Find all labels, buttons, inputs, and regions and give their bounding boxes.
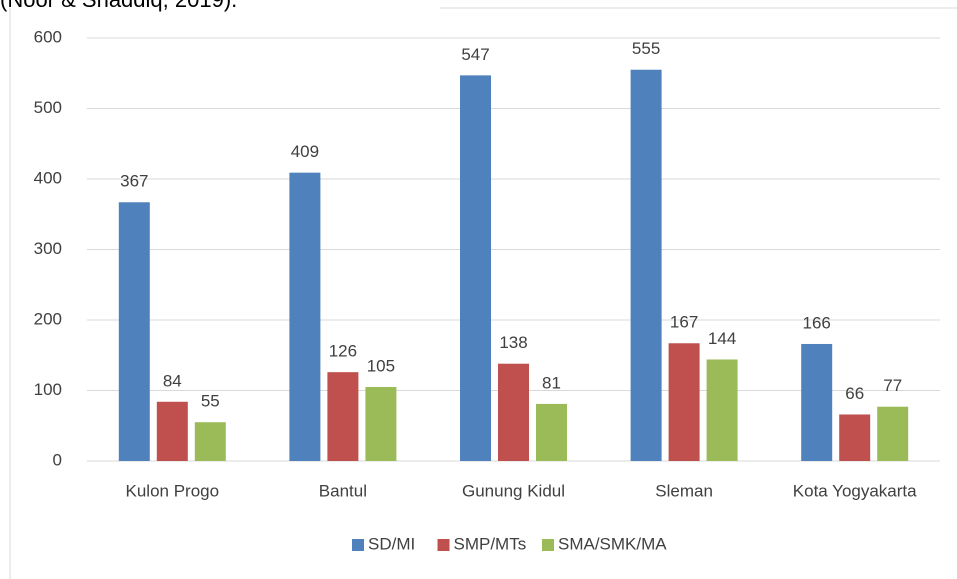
data-label: 167 <box>670 313 698 332</box>
data-label: 409 <box>291 142 319 161</box>
bar <box>630 69 662 461</box>
data-label: 555 <box>632 39 660 58</box>
bar <box>365 386 397 461</box>
bar <box>706 359 738 461</box>
data-label: 81 <box>542 373 561 392</box>
y-tick-label: 200 <box>34 309 62 328</box>
y-tick-label: 400 <box>34 168 62 187</box>
legend-label: SMA/SMK/MA <box>558 534 667 553</box>
data-label: 66 <box>845 384 864 403</box>
data-label: 84 <box>163 371 182 390</box>
legend-swatch <box>542 539 554 551</box>
bar <box>327 372 359 461</box>
bar <box>536 403 567 461</box>
y-tick-label: 500 <box>34 98 62 117</box>
legend-label: SD/MI <box>368 534 415 553</box>
legend-label: SMP/MTs <box>454 534 527 553</box>
x-tick-label: Sleman <box>655 481 713 500</box>
data-label: 105 <box>367 356 395 375</box>
bar <box>839 414 871 461</box>
bar <box>460 75 491 462</box>
x-tick-label: Gunung Kidul <box>462 481 565 500</box>
y-tick-label: 0 <box>53 450 62 469</box>
y-tick-label: 300 <box>34 239 62 258</box>
data-label: 126 <box>329 342 357 361</box>
legend-swatch <box>437 539 450 551</box>
bar <box>498 363 529 461</box>
bar <box>194 422 226 461</box>
bar <box>668 343 700 461</box>
data-label: 367 <box>120 172 148 191</box>
bar <box>118 202 150 461</box>
data-label: 166 <box>803 313 831 332</box>
y-tick-label: 600 <box>34 27 62 46</box>
bar <box>156 401 188 461</box>
x-tick-label: Kota Yogyakarta <box>793 481 917 500</box>
bar <box>289 172 321 461</box>
data-label: 138 <box>499 333 527 352</box>
bar <box>801 343 833 461</box>
data-label: 144 <box>708 329 736 348</box>
legend-swatch <box>352 539 364 551</box>
bar <box>877 406 909 461</box>
data-label: 55 <box>201 392 220 411</box>
caption: (Noor & Shaddiq, 2019). <box>0 0 237 12</box>
x-tick-label: Bantul <box>319 481 367 500</box>
y-tick-label: 100 <box>34 380 62 399</box>
data-label: 547 <box>461 45 489 64</box>
data-label: 77 <box>883 376 902 395</box>
x-tick-label: Kulon Progo <box>126 481 220 500</box>
